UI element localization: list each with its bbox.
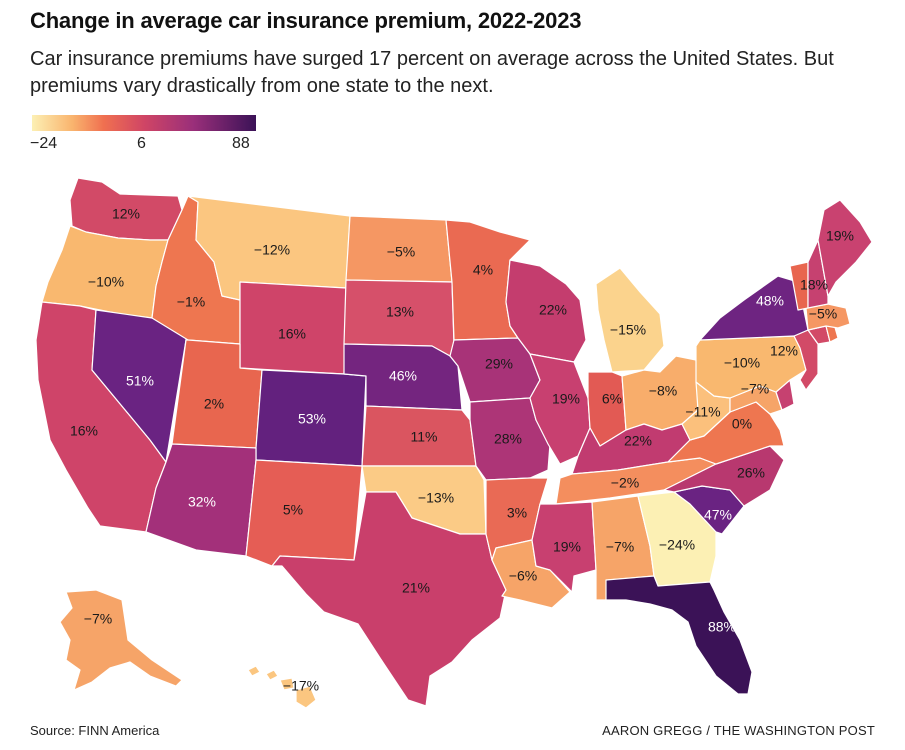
chart-title: Change in average car insurance premium,… <box>30 8 582 33</box>
label-tn: −2% <box>611 475 639 491</box>
label-nv: 51% <box>126 373 154 389</box>
chart-subtitle: Car insurance premiums have surged 17 pe… <box>30 48 834 97</box>
label-ky: 22% <box>624 433 652 449</box>
label-nc: 26% <box>737 465 765 481</box>
label-wa: 12% <box>112 206 140 222</box>
color-scale-legend <box>32 115 256 131</box>
state-la[interactable] <box>491 539 571 609</box>
label-va: 0% <box>732 416 752 432</box>
label-ks: 11% <box>411 429 438 445</box>
label-sc: 47% <box>704 507 732 523</box>
label-pa: −10% <box>724 355 760 371</box>
label-mo: 28% <box>494 431 522 447</box>
state-ny[interactable] <box>699 275 809 341</box>
state-fl[interactable] <box>605 575 753 695</box>
label-il: 19% <box>552 391 580 407</box>
label-ma: −5% <box>809 306 837 322</box>
label-ms: 19% <box>553 539 581 555</box>
source-note: Source: FINN America <box>30 723 160 738</box>
label-ne: 46% <box>389 368 417 384</box>
state-nm[interactable] <box>245 459 363 567</box>
label-in: 6% <box>602 391 622 407</box>
label-nd: −5% <box>387 244 415 260</box>
state-il[interactable] <box>529 353 591 465</box>
state-mi[interactable] <box>595 267 665 373</box>
label-md: −7% <box>741 381 769 397</box>
label-hi: −17% <box>283 678 319 694</box>
label-nm: 5% <box>283 502 303 518</box>
state-az[interactable] <box>145 443 257 557</box>
label-ca: 16% <box>70 423 98 439</box>
label-oh: −8% <box>649 383 677 399</box>
label-mn: 4% <box>473 262 493 278</box>
label-ga: −24% <box>659 537 695 553</box>
label-wv: −11% <box>685 404 720 420</box>
label-ok: −13% <box>418 490 454 506</box>
label-ut: 2% <box>204 396 224 412</box>
state-nh[interactable] <box>807 239 829 309</box>
state-hi[interactable] <box>247 665 317 709</box>
label-ar: 3% <box>507 505 527 521</box>
label-mi: −15% <box>610 322 646 338</box>
label-or: −10% <box>88 274 124 290</box>
state-value-labels: 12% −10% 16% 51% −1% −12% 16% 2% 32% 53%… <box>70 206 854 694</box>
label-ia: 29% <box>485 356 513 372</box>
label-ny: 48% <box>756 293 784 309</box>
state-ma[interactable] <box>805 303 851 331</box>
label-wi: 22% <box>539 302 567 318</box>
state-ak[interactable] <box>59 589 183 691</box>
label-sd: 13% <box>386 304 414 320</box>
label-fl: 88% <box>708 619 736 635</box>
label-la: −6% <box>509 568 537 584</box>
label-mt: −12% <box>254 242 290 258</box>
label-id: −1% <box>177 294 205 310</box>
label-ak: −7% <box>84 611 112 627</box>
label-al: −7% <box>606 539 634 555</box>
legend-min-label: −24 <box>30 135 58 152</box>
state-tx[interactable] <box>271 491 507 707</box>
label-az: 32% <box>188 494 216 510</box>
label-co: 53% <box>298 411 326 427</box>
legend-mid-label: 6 <box>137 135 146 152</box>
legend-max-label: 88 <box>232 135 250 152</box>
label-nj: 12% <box>770 343 798 359</box>
label-tx: 21% <box>402 580 430 596</box>
state-me[interactable] <box>817 199 873 297</box>
label-nh: 18% <box>800 277 828 293</box>
label-me: 19% <box>826 228 854 244</box>
author-credit: AARON GREGG / THE WASHINGTON POST <box>602 723 875 738</box>
state-ms[interactable] <box>531 501 597 593</box>
label-wy: 16% <box>278 326 306 342</box>
